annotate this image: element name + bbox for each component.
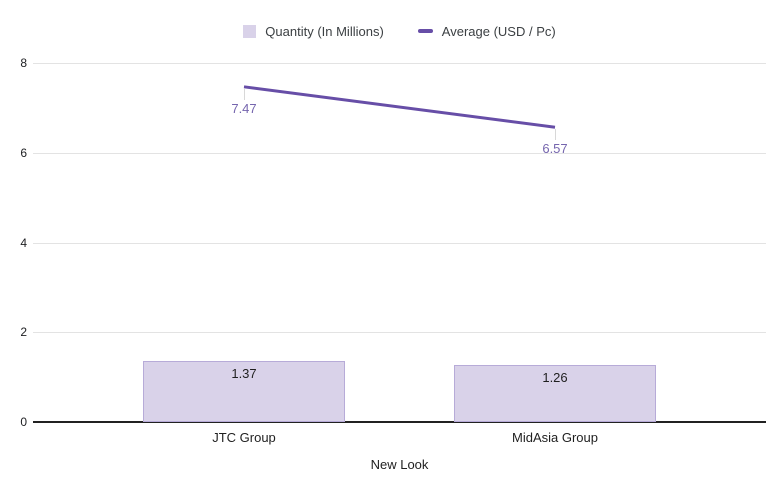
quantity-swatch-icon bbox=[243, 24, 257, 38]
line-series-layer bbox=[243, 85, 556, 129]
gridline bbox=[33, 242, 766, 244]
x-axis-title: New Look bbox=[370, 457, 429, 472]
legend-label-average: Average (USD / Pc) bbox=[441, 23, 556, 39]
average-swatch-icon bbox=[417, 29, 433, 33]
line-value-label: 7.47 bbox=[231, 100, 257, 116]
y-tick-label: 0 bbox=[20, 415, 27, 429]
bar-midasia-group[interactable] bbox=[454, 365, 656, 422]
y-tick-label: 4 bbox=[20, 235, 27, 250]
line-value-label: 6.57 bbox=[542, 141, 568, 157]
legend-item-average[interactable]: Average (USD / Pc) bbox=[417, 23, 556, 39]
legend-item-quantity[interactable]: Quantity (In Millions) bbox=[243, 23, 384, 39]
plot-area: 1.37 1.26 7.47 6.57 JTC Group MidAsia Group bbox=[33, 63, 766, 445]
data-label-leader-line bbox=[244, 88, 245, 100]
category-label-jtc-group: JTC Group bbox=[212, 430, 276, 445]
legend-label-quantity: Quantity (In Millions) bbox=[265, 23, 384, 39]
bar-jtc-group[interactable] bbox=[143, 360, 345, 422]
bar-value-label: 1.37 bbox=[231, 365, 257, 381]
y-tick-label: 6 bbox=[20, 145, 27, 160]
data-label-leader-line bbox=[555, 129, 556, 141]
gridline bbox=[33, 332, 766, 334]
bar-value-label: 1.26 bbox=[542, 370, 568, 386]
gridline bbox=[33, 63, 766, 64]
legend: Quantity (In Millions) Average (USD / Pc… bbox=[33, 22, 766, 40]
y-tick-label: 8 bbox=[20, 56, 27, 70]
y-axis: 0 2 4 6 8 bbox=[0, 56, 27, 429]
x-axis-baseline bbox=[33, 421, 766, 423]
gridline bbox=[33, 152, 766, 154]
y-tick-label: 2 bbox=[20, 325, 27, 340]
average-line[interactable] bbox=[243, 85, 556, 129]
category-label-midasia-group: MidAsia Group bbox=[512, 430, 598, 445]
